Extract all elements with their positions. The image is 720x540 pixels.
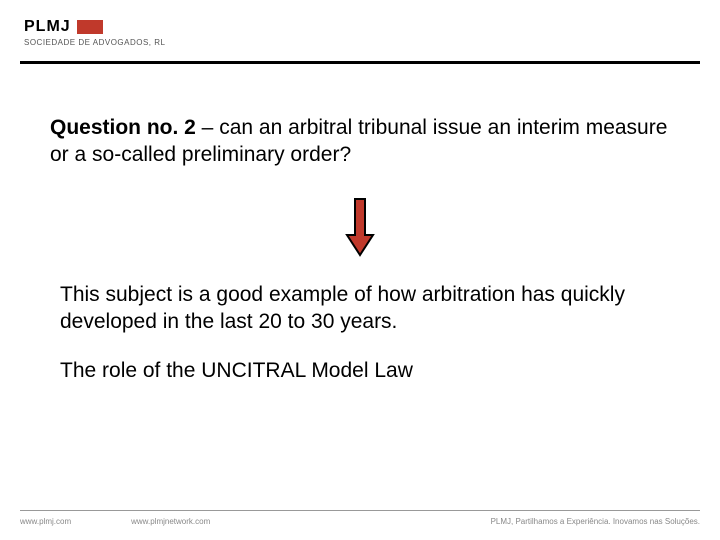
footer-url-1: www.plmj.com xyxy=(20,517,71,526)
slide-content: Question no. 2 – can an arbitral tribuna… xyxy=(0,64,720,384)
question-text: Question no. 2 – can an arbitral tribuna… xyxy=(50,114,670,169)
logo-square-icon xyxy=(77,20,103,34)
header: PLMJ SOCIEDADE DE ADVOGADOS, RL xyxy=(0,0,720,55)
footer-tagline: PLMJ, Partilhamos a Experiência. Inovamo… xyxy=(491,517,700,526)
question-label: Question no. 2 xyxy=(50,116,196,139)
paragraph-2: The role of the UNCITRAL Model Law xyxy=(60,357,670,384)
arrow-container xyxy=(50,197,670,257)
footer-divider xyxy=(20,510,700,511)
footer-url-2: www.plmjnetwork.com xyxy=(131,517,210,526)
footer: www.plmj.com www.plmjnetwork.com PLMJ, P… xyxy=(20,510,700,526)
logo: PLMJ xyxy=(24,18,696,36)
logo-text: PLMJ xyxy=(24,18,71,36)
paragraph-1: This subject is a good example of how ar… xyxy=(60,281,670,336)
down-arrow-icon xyxy=(345,197,375,257)
logo-subtitle: SOCIEDADE DE ADVOGADOS, RL xyxy=(24,38,696,47)
